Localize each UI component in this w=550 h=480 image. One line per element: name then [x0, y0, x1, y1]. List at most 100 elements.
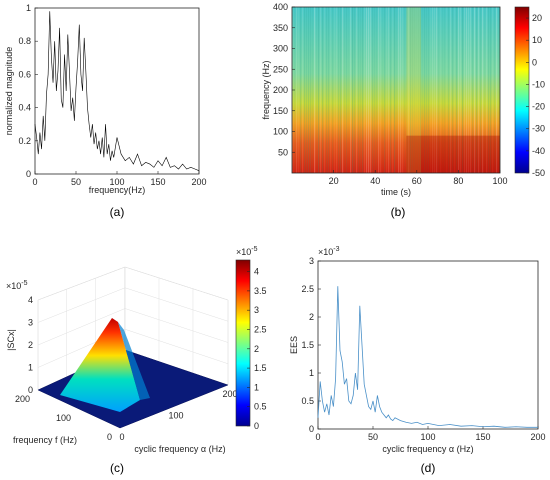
panel-c-gridline	[124, 266, 229, 301]
panel-a-ytick-label: 0	[26, 169, 31, 179]
panel-b-streak	[364, 7, 366, 173]
panel-b-streak	[316, 7, 318, 173]
panel-b-streak	[394, 7, 396, 173]
panel-b-cb-tick-label: 20	[532, 13, 542, 23]
panel-b-streak	[384, 7, 386, 173]
panel-b-dark-band	[406, 135, 500, 173]
panel-b-xtick-label: 40	[370, 176, 380, 186]
panel-c-cb-tick-label: 3	[254, 305, 259, 315]
panel-d: 0 50 100 150 200 0 0.5 1 1.5 2 2.5 3 ×10-3 cyclic f…	[289, 246, 546, 475]
panel-b-heatmap-base	[292, 7, 500, 173]
panel-b-streak	[400, 7, 402, 173]
panel-b-streak	[448, 7, 450, 173]
panel-b-streak	[366, 7, 368, 173]
panel-b-streak	[466, 7, 468, 173]
panel-b-streak	[298, 7, 300, 173]
panel-b-streak	[328, 7, 330, 173]
panel-d-xtick-label: 100	[420, 432, 435, 442]
panel-b-streak	[474, 7, 476, 173]
panel-b-bright-band	[406, 7, 421, 173]
panel-b-streak	[410, 7, 412, 173]
panel-c-cb-tick-label: 0.5	[254, 402, 267, 412]
panel-b-xtick-label: 60	[412, 176, 422, 186]
panel-b-streak	[356, 7, 358, 173]
panel-a: 0 50 100 150 200 0 0.2 0.4 0.6 0.8 1 frequency(Hz)…	[4, 3, 207, 219]
panel-b-streak	[478, 7, 480, 173]
panel-b-xtick-label: 20	[329, 176, 339, 186]
panel-c-ytick-label: 200	[15, 394, 30, 404]
panel-b-streak	[312, 7, 314, 173]
panel-b-streak	[310, 7, 312, 173]
panel-b-streak	[476, 7, 478, 173]
panel-b-streak	[360, 7, 362, 173]
panel-d-axes-box	[317, 260, 539, 430]
panel-a-series-line	[34, 11, 200, 171]
panel-d-ylabel: EES	[289, 336, 299, 354]
panel-b-cb-tick-label: -40	[532, 146, 545, 156]
panel-d-caption: (d)	[421, 461, 436, 475]
panel-a-xtick-label: 200	[191, 177, 206, 187]
panel-c-cb-tick-label: 1.5	[254, 363, 267, 373]
panel-b-streak	[336, 7, 338, 173]
panel-a-ytick-label: 0.6	[18, 69, 31, 79]
panel-b-streak	[430, 7, 432, 173]
panel-c-ztick-label: 4	[28, 295, 33, 305]
panel-b-streak	[308, 7, 310, 173]
panel-c-z-exponent: ×10-5	[6, 280, 28, 291]
panel-b-streak	[306, 7, 308, 173]
panel-c-gridline	[124, 308, 229, 343]
panel-b-streak	[426, 7, 428, 173]
panel-b-streak	[344, 7, 346, 173]
panel-a-axes-box	[34, 7, 200, 175]
panel-b-streak	[472, 7, 474, 173]
panel-b-ytick-label: 250	[273, 64, 288, 74]
panel-b-cb-tick-label: -10	[532, 79, 545, 89]
panel-c-gridline	[37, 308, 126, 346]
panel-b-streak	[376, 7, 378, 173]
panel-c-colorbar-exponent: ×10-5	[236, 246, 258, 257]
panel-b-streak	[322, 7, 324, 173]
panel-b-colorbar-ticks: 20 10 0 -10 -20 -30 -40 -50	[526, 13, 545, 178]
panel-d-ytick-label: 2.5	[301, 284, 314, 294]
panel-a-xtick-label: 100	[109, 177, 124, 187]
panel-b-cb-tick-label: 0	[532, 57, 537, 67]
panel-d-ytick-label: 1	[309, 368, 314, 378]
panel-b-streak	[452, 7, 454, 173]
panel-a-xtick-label: 150	[150, 177, 165, 187]
panel-b-streak	[398, 7, 400, 173]
panel-b-streak	[370, 7, 372, 173]
panel-b-streak	[406, 7, 408, 173]
panel-b-streak	[374, 7, 376, 173]
panel-b-streak	[304, 7, 306, 173]
panel-b-streak	[380, 7, 382, 173]
panel-b-streak	[470, 7, 472, 173]
panel-a-ytick-label: 0.2	[18, 136, 31, 146]
panel-c-ztick-label: 2	[28, 340, 33, 350]
panel-b-streak	[442, 7, 444, 173]
panel-b-streak	[412, 7, 414, 173]
panel-b-streak	[348, 7, 350, 173]
panel-d-xtick-label: 200	[530, 432, 545, 442]
panel-b-xlabel: time (s)	[381, 187, 411, 197]
panel-c-cb-tick-label: 0	[254, 421, 259, 431]
panel-c-cb-tick-label: 1	[254, 382, 259, 392]
panel-c-zlabel: |SCx|	[6, 329, 16, 351]
panel-b-xtick-label: 80	[453, 176, 463, 186]
panel-b-streak	[396, 7, 398, 173]
panel-d-xtick-label: 150	[475, 432, 490, 442]
panel-b-streak	[340, 7, 342, 173]
panel-b-streak	[386, 7, 388, 173]
panel-b-streak	[434, 7, 436, 173]
panel-b-streak	[388, 7, 390, 173]
panel-b-streak	[492, 7, 494, 173]
panel-b-streak	[314, 7, 316, 173]
panel-c-cb-tick-label: 2.5	[254, 324, 267, 334]
panel-b-streak	[432, 7, 434, 173]
panel-c-gridline	[124, 329, 229, 364]
panel-b-streak	[482, 7, 484, 173]
panel-a-xlabel: frequency(Hz)	[89, 185, 146, 195]
panel-b-ytick-label: 100	[273, 127, 288, 137]
panel-c-gridline	[124, 287, 229, 322]
